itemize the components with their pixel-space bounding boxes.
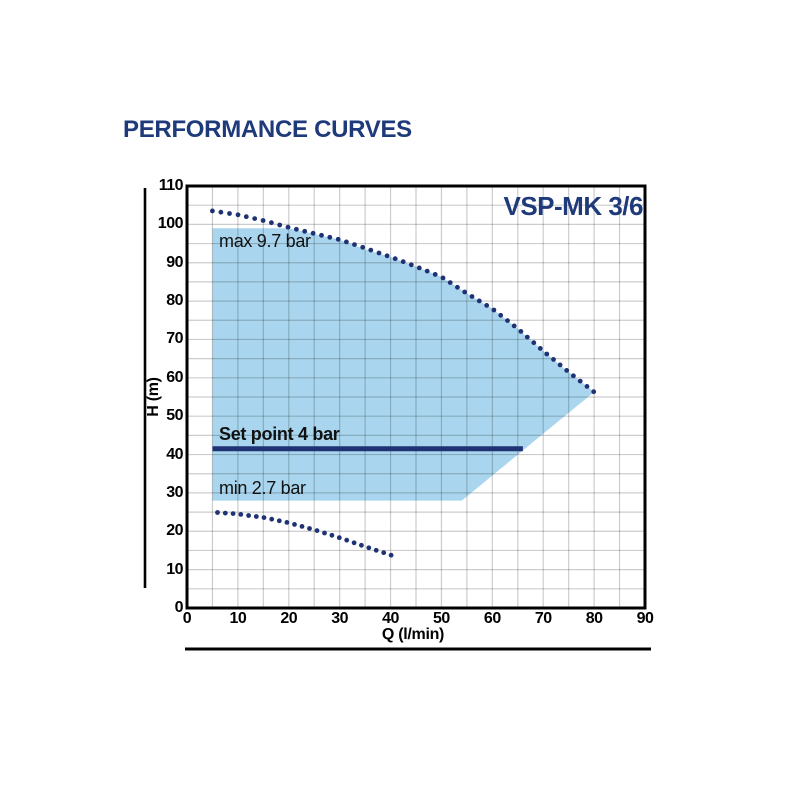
y-tick-label: 110 — [158, 177, 184, 194]
max-pressure-curve-dots — [210, 208, 597, 395]
y-tick-label: 0 — [174, 599, 184, 616]
y-tick-label: 40 — [166, 445, 183, 463]
x-tick-label: 70 — [534, 610, 552, 627]
x-tick-label: 40 — [382, 610, 399, 627]
decorative-rules — [143, 188, 651, 651]
y-tick-label: 20 — [166, 522, 183, 540]
setpoint-label: Set point 4 bar — [219, 424, 340, 444]
x-tick-label: 60 — [483, 610, 501, 627]
min-curve-label: min 2.7 bar — [219, 478, 306, 498]
y-tick-label: 80 — [166, 292, 183, 310]
model-label: VSP-MK 3/6 — [503, 191, 644, 221]
operating-envelope-area — [212, 228, 595, 501]
x-tick-label: 10 — [229, 610, 247, 627]
y-tick-label: 100 — [157, 215, 184, 233]
y-tick-label: 60 — [166, 368, 183, 386]
y-tick-label: 90 — [166, 253, 183, 271]
plot-border — [185, 184, 647, 610]
x-axis-title: Q (l/min) — [381, 626, 445, 643]
x-tick-label: 20 — [280, 610, 298, 627]
y-tick-label: 10 — [166, 560, 183, 578]
x-tick-label: 0 — [182, 610, 192, 627]
y-tick-label: 50 — [166, 407, 183, 425]
max-curve-label: max 9.7 bar — [219, 231, 311, 251]
page-title: PERFORMANCE CURVES — [123, 116, 412, 143]
x-tick-label: 80 — [585, 610, 603, 627]
min-pressure-curve-dots — [215, 510, 394, 558]
x-tick-label: 50 — [433, 610, 450, 627]
grid-lines — [187, 186, 645, 608]
y-tick-label: 70 — [166, 330, 183, 348]
y-tick-label: 30 — [166, 483, 183, 501]
x-tick-label: 30 — [331, 610, 349, 627]
x-tick-label: 90 — [636, 610, 654, 627]
